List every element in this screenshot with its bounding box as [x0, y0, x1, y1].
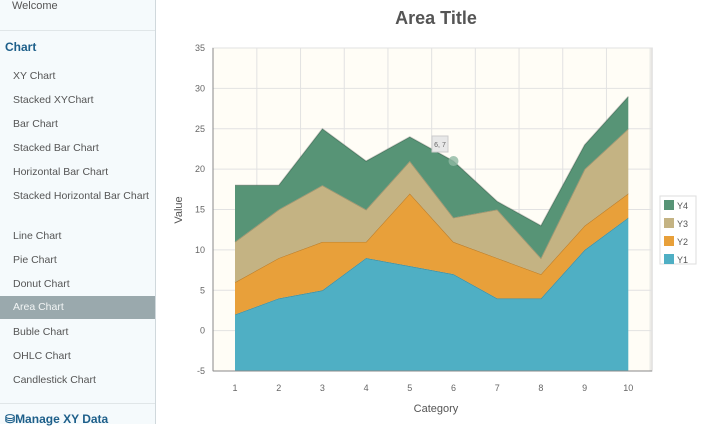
legend-label: Y3	[677, 219, 688, 229]
y-tick-label: 30	[195, 83, 205, 93]
x-tick-label: 3	[320, 383, 325, 393]
sidebar-item-stacked-xychart[interactable]: Stacked XYChart	[13, 94, 94, 106]
sidebar-item-line-chart[interactable]: Line Chart	[13, 230, 62, 242]
x-tick-label: 2	[276, 383, 281, 393]
legend-label: Y4	[677, 201, 688, 211]
x-tick-label: 7	[495, 383, 500, 393]
database-icon: ⛁	[5, 412, 16, 426]
x-tick-label: 5	[407, 383, 412, 393]
y-axis-label: Value	[173, 196, 185, 223]
x-tick-label: 8	[538, 383, 543, 393]
area-series-y2	[235, 193, 629, 315]
legend-swatch-y3	[664, 218, 674, 228]
sidebar-item-candlestick-chart[interactable]: Candlestick Chart	[13, 374, 96, 386]
tooltip-box	[431, 135, 449, 153]
y-tick-label: 15	[195, 205, 205, 215]
x-tick-label: 10	[623, 383, 633, 393]
area-chart: -5 0 5 10 15 20 25 30 35 1 2 3 4 5 6 7 8 9 10 Area Title Cat…	[156, 0, 701, 424]
sidebar-section-chart[interactable]: Chart	[5, 40, 37, 54]
sidebar-item-ohlc-chart[interactable]: OHLC Chart	[13, 350, 71, 362]
area-series-y1	[235, 217, 629, 371]
divider	[0, 403, 155, 404]
x-axis-label: Category	[414, 403, 459, 415]
y-tick-label: 10	[195, 245, 205, 255]
x-tick-label: 9	[582, 383, 587, 393]
area-series-y3	[235, 128, 629, 283]
sidebar-item-xy-chart[interactable]: XY Chart	[13, 70, 56, 82]
legend-swatch-y2	[664, 236, 674, 246]
legend-label: Y1	[677, 255, 688, 265]
area-series-y4	[235, 96, 629, 258]
y-tick-label: 5	[200, 285, 205, 295]
sidebar-item-stacked-bar-chart[interactable]: Stacked Bar Chart	[13, 142, 99, 154]
x-tick-label: 4	[364, 383, 369, 393]
y-tick-label: 35	[195, 43, 205, 53]
y-tick-label: 25	[195, 124, 205, 134]
sidebar-item-pie-chart[interactable]: Pie Chart	[13, 254, 57, 266]
sidebar: Welcome Chart XY Chart Stacked XYChart Bar…	[0, 0, 156, 426]
tooltip-text: 6, 7	[434, 142, 446, 149]
sidebar-item-donut-chart[interactable]: Donut Chart	[13, 278, 70, 290]
sidebar-item-stacked-horizontal-bar-chart[interactable]: Stacked Horizontal Bar Chart	[13, 190, 149, 202]
x-tick-label: 1	[232, 383, 237, 393]
y-tick-label: 20	[195, 164, 205, 174]
y-tick-label: -5	[197, 366, 205, 376]
x-tick-label: 6	[451, 383, 456, 393]
legend-swatch-y1	[664, 254, 674, 264]
legend-swatch-y4	[664, 200, 674, 210]
sidebar-item-horizontal-bar-chart[interactable]: Horizontal Bar Chart	[13, 166, 109, 178]
legend-label: Y2	[677, 237, 688, 247]
sidebar-item-welcome[interactable]: Welcome	[12, 0, 58, 12]
sidebar-item-manage-xy-data[interactable]: ⛁Manage XY Data	[5, 412, 109, 426]
sidebar-item-bar-chart[interactable]: Bar Chart	[13, 118, 58, 130]
divider	[0, 30, 155, 31]
highlight-point	[448, 156, 459, 167]
sidebar-item-buble-chart[interactable]: Buble Chart	[13, 326, 69, 338]
y-tick-label: 0	[200, 326, 205, 336]
chart-title: Area Title	[395, 8, 477, 28]
sidebar-item-area-chart[interactable]: Area Chart	[0, 296, 155, 319]
